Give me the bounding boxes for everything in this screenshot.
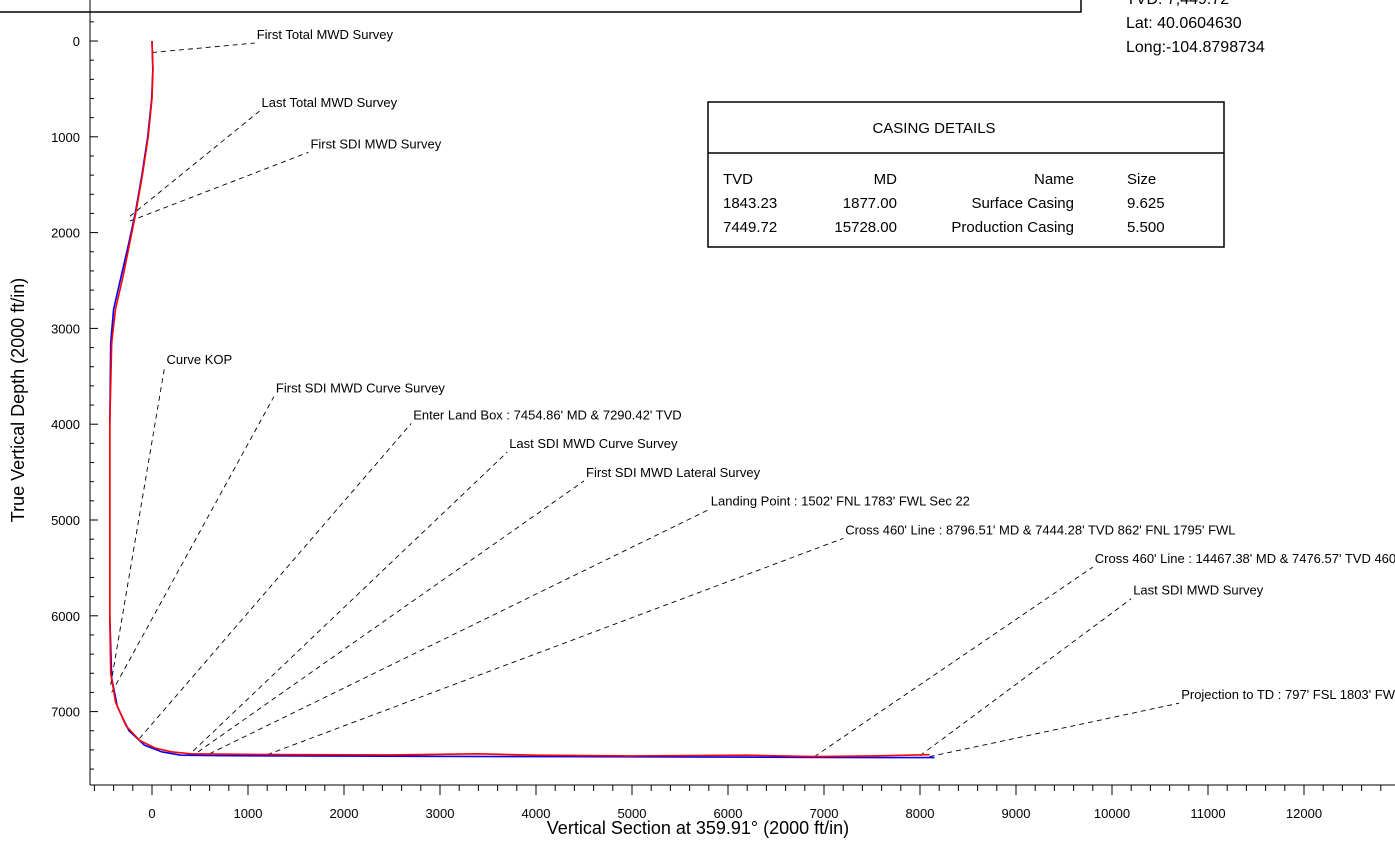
annotation-label: First SDI MWD Lateral Survey (586, 465, 761, 480)
annotation-label: Enter Land Box : 7454.86' MD & 7290.42' … (413, 407, 682, 422)
top-frame-box (0, 0, 1082, 13)
x-tick-label: 11000 (1190, 806, 1225, 821)
casing-header-name: Name (1034, 171, 1074, 188)
x-tick-label: 8000 (906, 806, 935, 821)
x-tick-label: 4000 (522, 806, 551, 821)
x-tick-label: 1000 (234, 806, 263, 821)
annotation-label: First SDI MWD Curve Survey (276, 381, 446, 396)
casing-table-title: CASING DETAILS (872, 120, 995, 137)
y-tick-label: 6000 (51, 609, 80, 624)
annotation-leader (919, 598, 1132, 757)
annotation-leader (111, 396, 275, 693)
x-tick-label: 3000 (426, 806, 455, 821)
axes: 0 1000 2000 3000 4000 5000 6000 7000 0 1000 2000 3… (51, 0, 1395, 821)
x-tick-label: 0 (148, 806, 155, 821)
well-paths (109, 40, 935, 759)
actual-path-line (109, 40, 930, 758)
casing-row-1-size: 9.625 (1127, 195, 1165, 212)
annotation-label: Projection to TD : 797' FSL 1803' FWL Se… (1181, 687, 1395, 702)
annotation-leader (129, 151, 309, 222)
info-long: Long:-104.8798734 (1126, 39, 1265, 56)
annotation-leader (197, 480, 585, 753)
casing-header-md: MD (874, 171, 897, 188)
y-tick-label: 2000 (51, 226, 80, 241)
y-tick-label: 3000 (51, 321, 80, 336)
y-tick-label: 4000 (51, 417, 80, 432)
y-tick-label: 7000 (51, 705, 80, 720)
annotation-leader (129, 110, 260, 217)
annotation-label: Cross 460' Line : 14467.38' MD & 7476.57… (1095, 551, 1395, 566)
casing-row-1-tvd: 1843.23 (723, 195, 777, 212)
y-tick-label: 1000 (51, 130, 80, 145)
annotation-leader (929, 702, 1180, 758)
x-axis-title: Vertical Section at 359.91° (2000 ft/in) (547, 818, 849, 838)
x-axis-ticks: 0 1000 2000 3000 4000 5000 6000 7000 8000 9000 100… (93, 785, 1382, 821)
annotations: First Total MWD Survey Last Total MWD Sur… (110, 27, 1395, 758)
annotation-label: Last Total MWD Survey (262, 95, 398, 110)
casing-header-size: Size (1127, 171, 1156, 188)
x-tick-label: 10000 (1094, 806, 1130, 821)
x-tick-label: 9000 (1002, 806, 1031, 821)
annotation-label: Last SDI MWD Curve Survey (509, 436, 678, 451)
annotation-leader (192, 451, 508, 752)
casing-row-1-md: 1877.00 (843, 195, 897, 212)
casing-row-2-tvd: 7449.72 (723, 219, 777, 236)
x-tick-label: 7000 (810, 806, 839, 821)
casing-details-table: CASING DETAILS TVD MD Name Size 1843.23 … (707, 101, 1225, 248)
y-axis-ticks: 0 1000 2000 3000 4000 5000 6000 7000 (51, 21, 98, 770)
annotation-leader (151, 42, 255, 53)
y-tick-label: 5000 (51, 513, 80, 528)
annotation-label: Curve KOP (166, 352, 232, 367)
x-tick-label: 5000 (618, 806, 647, 821)
annotation-label: First Total MWD Survey (257, 27, 394, 42)
casing-header-tvd: TVD (723, 171, 753, 188)
casing-table-border (707, 101, 1225, 248)
x-tick-label: 12000 (1286, 806, 1322, 821)
annotation-leader (267, 537, 844, 756)
annotation-leader (139, 423, 412, 739)
casing-row-2-md: 15728.00 (834, 219, 897, 236)
y-tick-label: 0 (73, 34, 80, 49)
annotation-label: Landing Point : 1502' FNL 1783' FWL Sec … (711, 494, 970, 509)
annotation-label: Last SDI MWD Survey (1133, 583, 1264, 598)
annotation-label: First SDI MWD Survey (310, 136, 441, 151)
x-tick-label: 2000 (330, 806, 359, 821)
info-tvd: TVD: 7,449.72 (1126, 0, 1229, 8)
x-tick-label: 6000 (714, 806, 743, 821)
casing-row-2-name: Production Casing (951, 219, 1074, 236)
annotation-leader (209, 509, 709, 755)
annotation-leader (814, 566, 1094, 757)
info-lat: Lat: 40.0604630 (1126, 15, 1242, 32)
casing-row-2-size: 5.500 (1127, 219, 1165, 236)
annotation-label: Cross 460' Line : 8796.51' MD & 7444.28'… (845, 522, 1235, 537)
y-axis-title: True Vertical Depth (2000 ft/in) (8, 278, 28, 522)
casing-row-1-name: Surface Casing (971, 195, 1074, 212)
